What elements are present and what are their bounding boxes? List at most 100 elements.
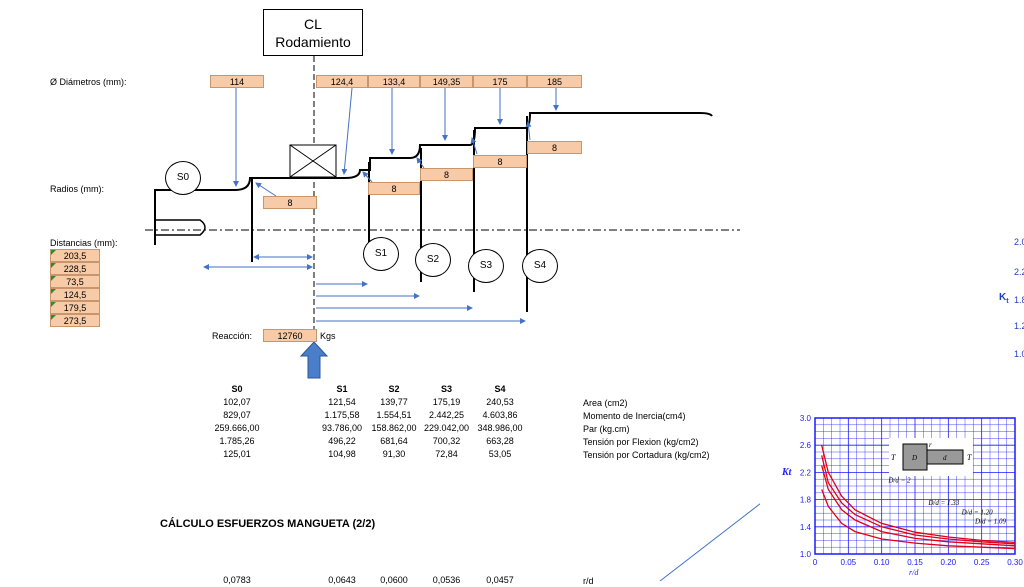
- radius-cell[interactable]: 8: [263, 196, 317, 209]
- x-tick-label: 0.20: [941, 558, 957, 567]
- table-cell[interactable]: 0,0783: [223, 575, 251, 585]
- distance-cell[interactable]: 179,5: [50, 301, 100, 314]
- table-cell[interactable]: 102,07: [223, 397, 251, 407]
- distance-cell[interactable]: 203,5: [50, 249, 100, 262]
- series-line: [821, 465, 1016, 547]
- radius-cell[interactable]: 8: [420, 168, 473, 181]
- reaccion-label: Reacción:: [212, 331, 253, 341]
- table-cell[interactable]: 104,98: [328, 449, 356, 459]
- section-circle-s0: S0: [165, 161, 201, 195]
- radius-cell[interactable]: 8: [368, 182, 420, 195]
- edge-tick: 1.2: [1014, 321, 1024, 331]
- edge-tick: 1.8: [1014, 295, 1024, 305]
- table-cell[interactable]: 175,19: [432, 397, 461, 407]
- diameter-cell[interactable]: 175: [473, 75, 527, 88]
- table-cell[interactable]: 1.175,58: [324, 410, 360, 420]
- distance-cell[interactable]: 228,5: [50, 262, 100, 275]
- y-tick-label: 2.6: [800, 441, 812, 450]
- table-cell[interactable]: 2.442,25: [428, 410, 465, 420]
- diameter-cell[interactable]: 133,4: [368, 75, 420, 88]
- inset-t-right: T: [967, 453, 972, 462]
- diameter-cell[interactable]: 185: [527, 75, 582, 88]
- series-label: D/d = 1.33: [927, 499, 959, 507]
- table-cell[interactable]: 4.603,86: [482, 410, 518, 420]
- table-header: S4: [494, 384, 506, 394]
- table-cell[interactable]: 93.786,00: [321, 423, 363, 433]
- distance-cell[interactable]: 124,5: [50, 288, 100, 301]
- diameter-cell[interactable]: 124,4: [316, 75, 368, 88]
- row-label: Area (cm2): [583, 398, 628, 408]
- reaccion-value-cell[interactable]: 12760: [263, 329, 317, 342]
- x-tick-label: 0: [813, 558, 818, 567]
- section-title: CÁLCULO ESFUERZOS MANGUETA (2/2): [160, 518, 376, 530]
- x-tick-label: 0.15: [907, 558, 923, 567]
- x-tick-label: 0.30: [1007, 558, 1023, 567]
- edge-kt-label: Kt: [999, 292, 1009, 305]
- series-line: [821, 489, 1016, 550]
- radios-label: Radios (mm):: [50, 184, 105, 194]
- x-tick-label: 0.05: [841, 558, 857, 567]
- reaccion-unit: Kgs: [320, 331, 336, 341]
- distance-cell[interactable]: 273,5: [50, 314, 100, 327]
- inset-t-left: T: [891, 453, 896, 462]
- cl-label: CL: [304, 16, 322, 32]
- series-label: D/d = 1.20: [961, 509, 993, 517]
- table-cell[interactable]: 229.042,00: [423, 423, 470, 433]
- table-cell[interactable]: 681,64: [380, 436, 408, 446]
- table-cell[interactable]: 496,22: [328, 436, 356, 446]
- inset-shaft-small: [926, 449, 964, 465]
- x-axis-label: r/d: [909, 568, 919, 577]
- x-tick-label: 0.10: [874, 558, 890, 567]
- y-tick-label: 1.0: [800, 550, 812, 559]
- y-tick-label: 3.0: [800, 414, 812, 423]
- diameter-cell[interactable]: 114: [210, 75, 264, 88]
- section-circle-s2: S2: [415, 243, 451, 277]
- diametros-label: Ø Diámetros (mm):: [50, 77, 127, 87]
- row-label: Momento de Inercia(cm4): [583, 411, 686, 421]
- table-cell[interactable]: 158.862,00: [371, 423, 417, 433]
- row-label: Tensión por Cortadura (kg/cm2): [583, 450, 710, 460]
- table-cell[interactable]: 0,0536: [432, 575, 461, 585]
- table-cell[interactable]: 91,30: [382, 449, 406, 459]
- table-cell[interactable]: 0,0600: [380, 575, 408, 585]
- y-tick-label: 1.8: [800, 496, 812, 505]
- edge-tick: 2.0: [1014, 237, 1024, 247]
- row-label: r/d: [583, 576, 594, 586]
- y-tick-label: 2.2: [800, 468, 812, 477]
- distance-cell[interactable]: 73,5: [50, 275, 100, 288]
- kt-chart[interactable]: 1.0 1.4 1.8 2.2 2.6 3.0 0 0.05 0.10 0.15 0.20 0.25 0…: [760, 405, 1024, 581]
- diameter-cell[interactable]: 149,35: [420, 75, 473, 88]
- inset-d-large: D: [911, 454, 917, 462]
- table-cell[interactable]: 53,05: [488, 449, 512, 459]
- table-cell[interactable]: 121,54: [328, 397, 356, 407]
- kt-chart-svg: 1.0 1.4 1.8 2.2 2.6 3.0 0 0.05 0.10 0.15 0.20 0.25 0…: [781, 414, 1023, 577]
- section-circle-s1: S1: [363, 237, 399, 271]
- table-header: S2: [388, 384, 400, 394]
- table-cell[interactable]: 829,07: [223, 410, 251, 420]
- table-cell[interactable]: 1.785,26: [219, 436, 255, 446]
- table-cell[interactable]: 259.666,00: [214, 423, 260, 433]
- y-tick-label: 1.4: [800, 523, 812, 532]
- table-cell[interactable]: 125,01: [223, 449, 251, 459]
- table-cell[interactable]: 700,32: [432, 436, 461, 446]
- table-cell[interactable]: 348.986,00: [477, 423, 523, 433]
- table-cell[interactable]: 1.554,51: [376, 410, 412, 420]
- section-circle-s4: S4: [522, 249, 558, 283]
- row-label: Tensión por Flexion (kg/cm2): [583, 437, 699, 447]
- rodamiento-label: Rodamiento: [275, 34, 351, 50]
- table-cell[interactable]: 663,28: [486, 436, 514, 446]
- series-line: [821, 445, 1016, 544]
- table-cell[interactable]: 139,77: [380, 397, 408, 407]
- edge-tick: 2.2: [1014, 267, 1024, 277]
- cl-rodamiento-box: CL Rodamiento: [263, 9, 363, 56]
- table-header: S3: [440, 384, 452, 394]
- table-cell[interactable]: 72,84: [435, 449, 458, 459]
- table-header: S1: [336, 384, 348, 394]
- table-cell[interactable]: 240,53: [486, 397, 514, 407]
- section-circle-s3: S3: [468, 249, 504, 283]
- table-header: S0: [231, 384, 243, 394]
- radius-cell[interactable]: 8: [473, 155, 527, 168]
- table-cell[interactable]: 0,0457: [486, 575, 514, 585]
- radius-cell[interactable]: 8: [527, 141, 582, 154]
- table-cell[interactable]: 0,0643: [328, 575, 356, 585]
